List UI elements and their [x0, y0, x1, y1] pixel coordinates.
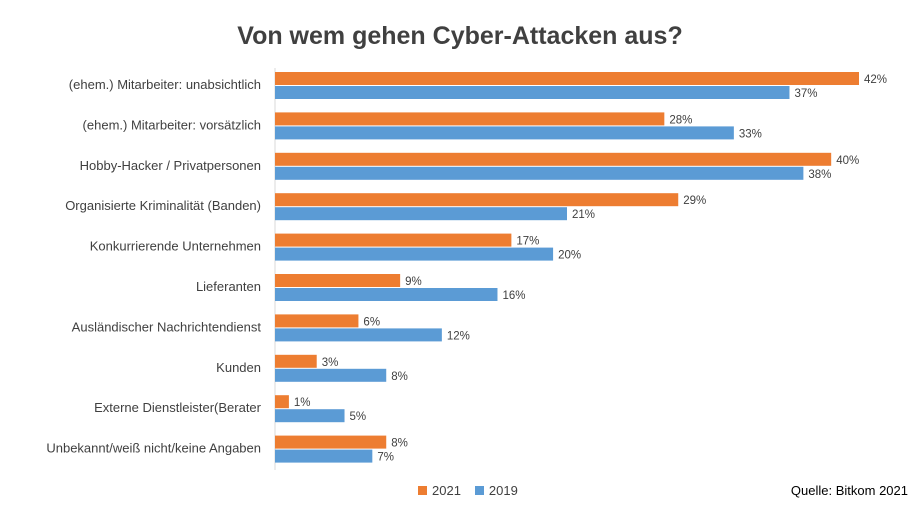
bar-2019: [275, 449, 373, 463]
bar-2019: [275, 247, 554, 261]
data-label-2021: 3%: [322, 357, 339, 369]
bar-2019: [275, 207, 567, 221]
bar-2019: [275, 126, 734, 140]
bar-2019: [275, 368, 387, 382]
data-label-2021: 17%: [516, 236, 539, 248]
data-label-2021: 29%: [683, 195, 706, 207]
category-label: (ehem.) Mitarbeiter: unabsichtlich: [69, 77, 261, 92]
legend-swatch-2019: [474, 486, 484, 495]
category-label: Organisierte Kriminalität (Banden): [65, 198, 261, 213]
data-label-2021: 28%: [669, 114, 692, 126]
bar-2021: [275, 435, 387, 449]
bar-2021: [275, 314, 359, 328]
data-label-2021: 40%: [836, 155, 859, 167]
bar-2021: [275, 72, 859, 85]
data-label-2019: 7%: [377, 452, 394, 464]
bar-2021: [275, 395, 289, 409]
chart-title: Von wem gehen Cyber-Attacken aus?: [237, 22, 683, 50]
data-label-2019: 21%: [572, 209, 595, 221]
data-label-2019: 5%: [350, 411, 367, 423]
data-label-2021: 1%: [294, 397, 311, 409]
bar-2021: [275, 274, 401, 287]
bar-2021: [275, 152, 832, 166]
data-label-2019: 12%: [447, 330, 470, 342]
bar-2019: [275, 328, 442, 342]
bar-2021: [275, 193, 679, 207]
category-label: (ehem.) Mitarbeiter: vorsätzlich: [83, 117, 261, 132]
data-label-2019: 38%: [808, 169, 831, 181]
legend-item-2021: 2021: [418, 483, 461, 498]
legend-item-2019: 2019: [474, 483, 518, 498]
legend-label-2021: 2021: [432, 483, 461, 498]
category-label: Ausländischer Nachrichtendienst: [72, 319, 262, 334]
category-label: Hobby-Hacker / Privatpersonen: [80, 158, 261, 173]
source-note: Quelle: Bitkom 2021: [790, 483, 908, 498]
category-label: Lieferanten: [196, 279, 261, 294]
data-label-2021: 9%: [405, 276, 422, 288]
data-label-2021: 8%: [391, 438, 408, 450]
bar-2021: [275, 233, 512, 247]
legend-swatch-2021: [418, 486, 427, 495]
data-label-2021: 6%: [363, 316, 380, 328]
data-label-2019: 33%: [739, 128, 762, 140]
data-label-2021: 42%: [864, 74, 887, 86]
bar-2019: [275, 288, 498, 301]
legend-label-2019: 2019: [488, 483, 518, 498]
bar-2021: [275, 112, 665, 126]
category-label: Kunden: [216, 360, 261, 375]
data-label-2019: 16%: [502, 290, 525, 302]
legend: 2021 2019: [418, 483, 532, 498]
category-label: Konkurrierende Unternehmen: [90, 239, 261, 254]
category-label: Externe Dienstleister(Berater: [94, 400, 262, 415]
data-label-2019: 20%: [558, 250, 581, 262]
data-label-2019: 8%: [391, 371, 408, 383]
bar-2019: [275, 409, 345, 423]
bar-2019: [275, 86, 790, 99]
bar-2019: [275, 166, 804, 180]
bar-2021: [275, 354, 317, 368]
data-label-2019: 37%: [794, 88, 817, 100]
category-label: Unbekannt/weiß nicht/keine Angaben: [46, 441, 261, 456]
